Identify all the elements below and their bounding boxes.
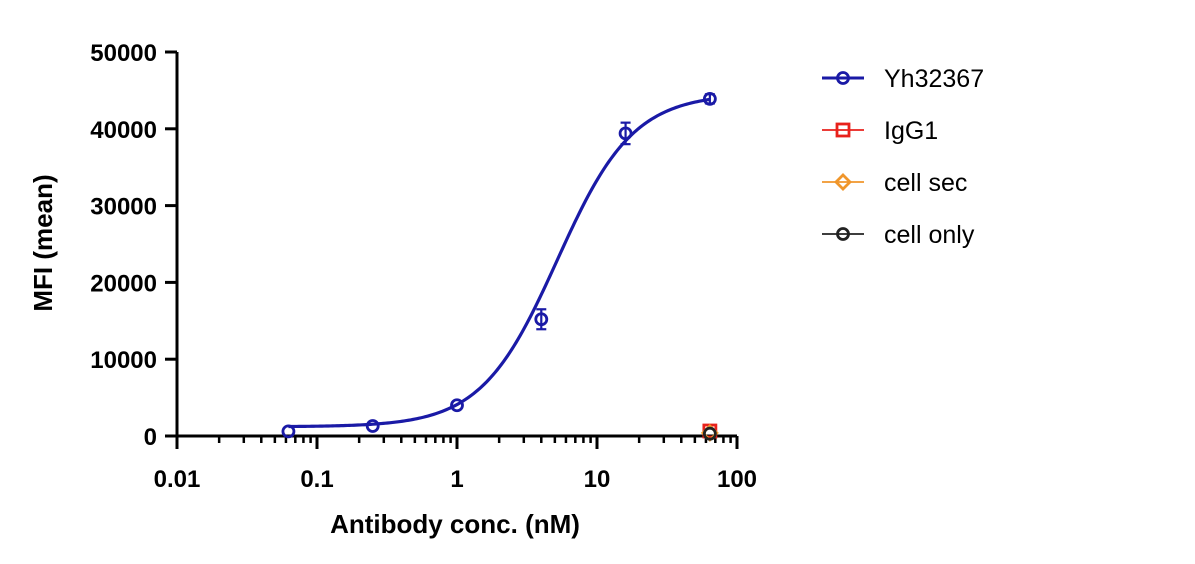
y-tick-label: 30000 [90, 194, 157, 221]
x-axis-title: Antibody conc. (nM) [330, 509, 580, 539]
fit-curve [288, 97, 711, 429]
legend-item: IgG1 [822, 117, 938, 145]
y-tick-label: 40000 [90, 117, 157, 144]
data-point [618, 126, 633, 141]
plot-area: 0 10000 20000 30000 40000 50000 0.01 0.1 1 10 100 [90, 40, 757, 493]
x-tick-label: 0.1 [300, 466, 333, 493]
legend-marker [836, 227, 850, 241]
y-tick-label: 0 [144, 424, 157, 451]
y-tick-label: 10000 [90, 347, 157, 374]
data-point [702, 91, 717, 106]
legend-label: cell sec [884, 169, 967, 197]
y-axis-title: MFI (mean) [28, 174, 58, 311]
data-point [365, 419, 380, 433]
y-tick-label: 20000 [90, 270, 157, 297]
data-point [450, 398, 464, 413]
data-point [281, 424, 296, 439]
legend-item: cell sec [822, 169, 967, 197]
legend-label: Yh32367 [884, 65, 984, 93]
legend-label: cell only [884, 221, 975, 249]
legend: Yh32367 IgG1 cell sec cell only [822, 65, 984, 249]
y-tick-label: 50000 [90, 40, 157, 67]
x-tick-label: 1 [450, 466, 463, 493]
legend-marker [835, 122, 851, 138]
x-tick-label: 100 [717, 466, 757, 493]
x-tick-label: 0.01 [154, 466, 201, 493]
x-tick-label: 10 [584, 466, 611, 493]
legend-marker [834, 173, 852, 191]
legend-item: cell only [822, 221, 975, 249]
data-point [702, 426, 717, 441]
data-point [534, 312, 549, 327]
legend-label: IgG1 [884, 117, 938, 145]
legend-marker [836, 71, 850, 85]
legend-item: Yh32367 [822, 65, 984, 93]
